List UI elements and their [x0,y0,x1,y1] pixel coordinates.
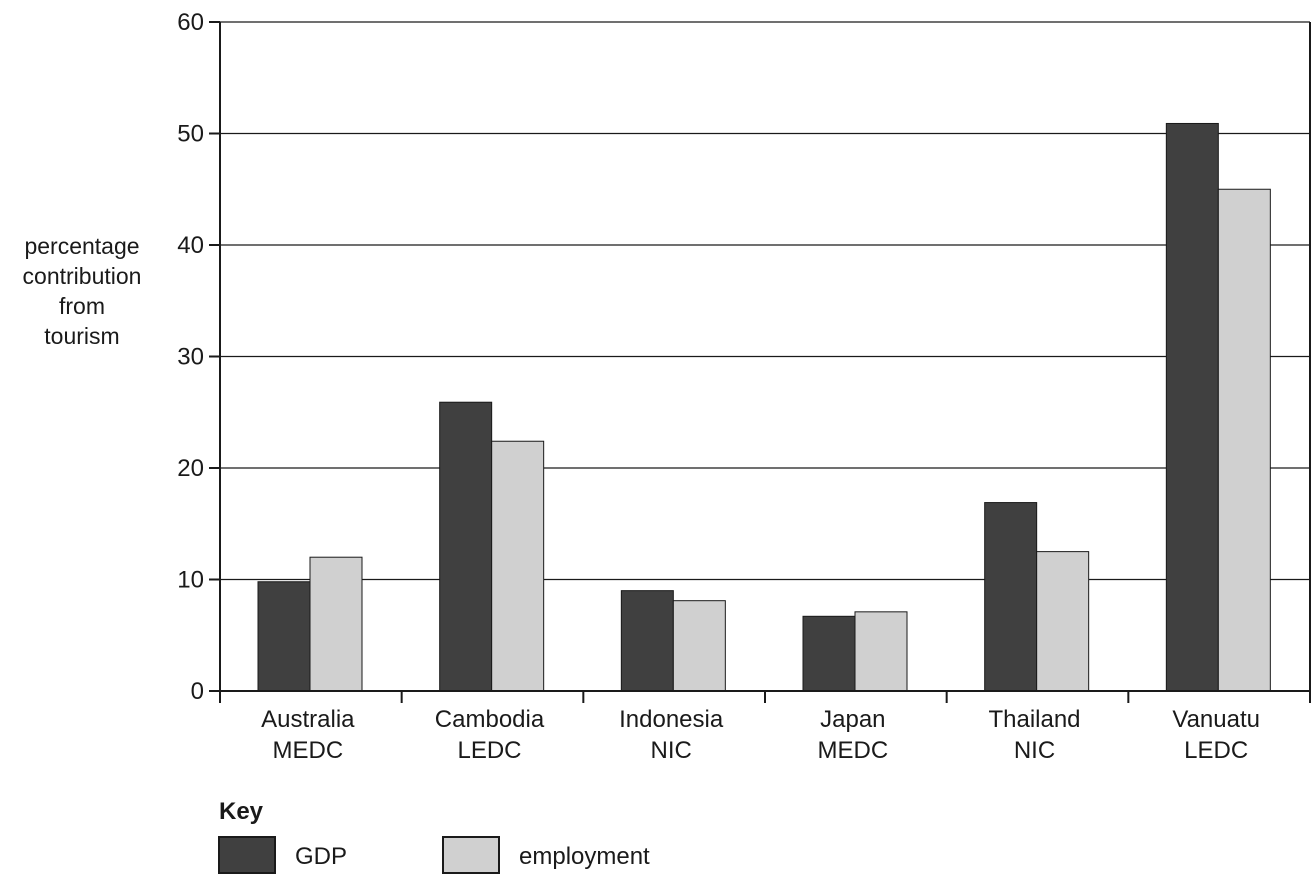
legend-label-employment: employment [519,843,650,870]
y-tick-label: 0 [191,678,204,705]
legend-label-gdp: GDP [295,843,347,870]
legend: Key GDP employment [218,798,650,874]
bar-employment-thailand [1036,551,1090,692]
gridlines [220,21,1310,581]
bar-employment-cambodia [491,440,545,692]
x-category-sublabel: LEDC [457,737,521,764]
x-category-label: Japan [820,706,885,733]
bar-employment-australia [309,556,363,692]
bar-employment-vanuatu [1217,188,1271,692]
bars [257,122,1271,692]
y-tick-label: 60 [177,9,204,36]
bar-employment-indonesia [672,600,726,692]
x-category-sublabel: NIC [1014,737,1055,764]
bar-gdp-japan [802,615,856,692]
x-category-label: Cambodia [435,706,545,733]
x-category-label: Indonesia [619,706,724,733]
y-tick-label: 50 [177,121,204,148]
y-axis-label-line: contribution [23,263,142,289]
y-tick-labels: 0 10 20 30 40 50 60 [177,9,204,705]
y-tick-label: 40 [177,232,204,259]
y-tick-label: 20 [177,455,204,482]
x-category-sublabel: LEDC [1184,737,1248,764]
axes [209,21,1311,703]
y-tick-label: 30 [177,344,204,371]
y-axis-label-line: tourism [44,323,119,349]
legend-swatch-employment [442,836,500,874]
x-category-label: Thailand [988,706,1080,733]
x-category-label: Australia [261,706,355,733]
legend-swatch-gdp [218,836,276,874]
y-axis-label: percentage contribution from tourism [23,233,142,349]
x-category-sublabel: MEDC [817,737,888,764]
y-tick-label: 10 [177,567,204,594]
x-category-label: Vanuatu [1172,706,1260,733]
bar-gdp-australia [257,581,311,692]
bar-employment-japan [854,611,908,692]
bar-gdp-cambodia [439,401,493,692]
y-axis-label-line: from [59,293,105,319]
bar-gdp-indonesia [620,590,674,692]
bar-gdp-thailand [984,502,1038,692]
y-axis-label-line: percentage [24,233,139,259]
legend-title: Key [219,798,264,825]
bar-gdp-vanuatu [1165,122,1219,692]
x-category-sublabel: MEDC [272,737,343,764]
x-category-sublabel: NIC [650,737,691,764]
x-category-labels: Australia MEDC Cambodia LEDC Indonesia NIC Jap… [261,706,1260,764]
